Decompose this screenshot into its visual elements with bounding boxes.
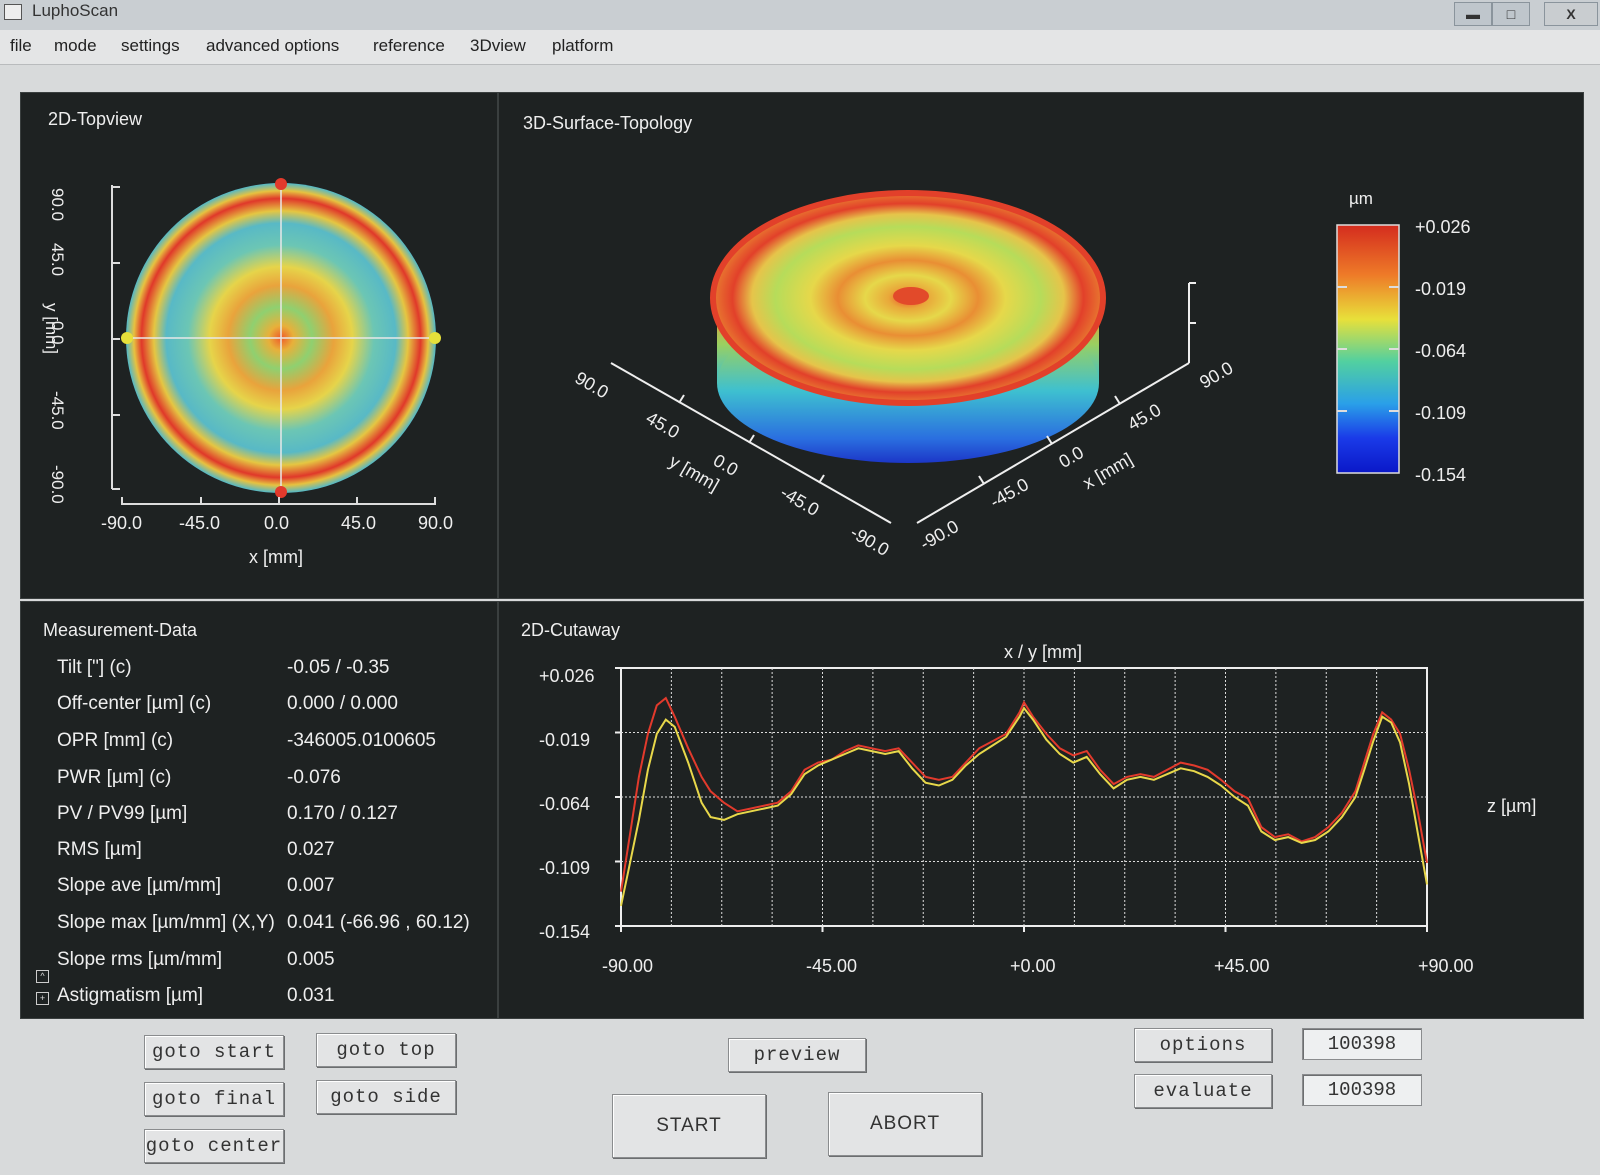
menu-mode[interactable]: mode <box>54 36 97 55</box>
goto-start-button[interactable]: goto start <box>144 1035 284 1069</box>
md-value: -0.05 / -0.35 <box>287 657 390 678</box>
evaluate-button[interactable]: evaluate <box>1134 1074 1272 1108</box>
menu-bar: file mode settings advanced options refe… <box>0 30 1600 65</box>
colorbar-tick: -0.109 <box>1415 403 1467 423</box>
topview-x-tick: -45.0 <box>179 513 221 533</box>
md-label: PWR [µm] (c) <box>57 767 172 788</box>
value-field-1[interactable]: 100398 <box>1302 1028 1422 1060</box>
topview-y-tick: 90.0 <box>48 188 67 222</box>
md-label: Tilt ["] (c) <box>57 657 132 678</box>
cutaway-title: 2D-Cutaway <box>521 620 621 640</box>
start-button[interactable]: START <box>612 1094 766 1158</box>
abort-button[interactable]: ABORT <box>828 1092 982 1156</box>
marker-right <box>429 332 441 344</box>
series-line-2 <box>620 706 1428 907</box>
colorbar-tick: +0.026 <box>1415 217 1471 237</box>
cutaway-chart <box>615 667 1428 932</box>
topview-y-tick: -90.0 <box>48 465 67 504</box>
cutaway-y-tick: -0.109 <box>539 858 591 878</box>
expand-icon[interactable]: + <box>36 992 49 1005</box>
topview-x-tick: 45.0 <box>341 513 377 533</box>
md-value: 0.041 (-66.96 , 60.12) <box>287 912 470 933</box>
marker-top <box>275 178 287 190</box>
cutaway-x-tick: +0.00 <box>1010 956 1056 976</box>
md-label: Off-center [µm] (c) <box>57 693 212 714</box>
cutaway-y-tick: +0.026 <box>539 666 595 686</box>
colorbar-tick: -0.154 <box>1415 465 1467 485</box>
minimize-button[interactable]: ▬ <box>1454 2 1492 26</box>
topview-x-tick: 0.0 <box>264 513 290 533</box>
md-label: Slope ave [µm/mm] <box>57 875 222 896</box>
colorbar-tick: -0.019 <box>1415 279 1467 299</box>
goto-final-button[interactable]: goto final <box>144 1082 284 1116</box>
menu-reference[interactable]: reference <box>373 36 445 55</box>
cutaway-panel: 2D-Cutaway x / y [mm] z [µm] +0.026 -0.0… <box>498 601 1584 1019</box>
cutaway-y-tick: -0.154 <box>539 922 591 942</box>
cutaway-x-label: x / y [mm] <box>1004 642 1082 662</box>
cutaway-x-tick: +45.00 <box>1214 956 1270 976</box>
measurement-panel: Measurement-Data Tilt ["] (c) -0.05 / -0… <box>20 601 498 1019</box>
md-value: 0.005 <box>287 949 335 970</box>
surface3d-plot <box>610 190 1400 524</box>
topview-y-label: y [mm] <box>42 303 61 354</box>
cutaway-y-tick: -0.019 <box>539 730 591 750</box>
md-label: PV / PV99 [µm] <box>57 803 188 824</box>
menu-settings[interactable]: settings <box>121 36 180 55</box>
md-value: 0.170 / 0.127 <box>287 803 398 824</box>
colorbar <box>1336 224 1400 474</box>
title-bar: LuphoScan ▬ □ X <box>0 0 1600 30</box>
menu-3dview[interactable]: 3Dview <box>470 36 526 55</box>
surface3d-panel: 3D-Surface-Topology <box>498 92 1584 599</box>
menu-platform[interactable]: platform <box>552 36 614 55</box>
topview-x-label: x [mm] <box>249 547 303 567</box>
topview-y-tick: 45.0 <box>48 243 67 277</box>
md-label: Astigmatism [µm] <box>57 985 204 1006</box>
close-button[interactable]: X <box>1544 2 1598 26</box>
md-label: RMS [µm] <box>57 839 142 860</box>
topview-x-tick: 90.0 <box>418 513 454 533</box>
colorbar-tick: -0.064 <box>1415 341 1467 361</box>
menu-advanced-options[interactable]: advanced options <box>206 36 340 55</box>
goto-side-button[interactable]: goto side <box>316 1080 456 1114</box>
marker-bottom <box>275 486 287 498</box>
menu-file[interactable]: file <box>10 36 32 55</box>
app-icon <box>4 4 22 20</box>
cutaway-y-label: z [µm] <box>1487 796 1537 816</box>
value-field-2[interactable]: 100398 <box>1302 1074 1422 1106</box>
md-value: 0.031 <box>287 985 335 1006</box>
cutaway-x-tick: -45.00 <box>806 956 858 976</box>
cutaway-x-tick: +90.00 <box>1418 956 1474 976</box>
goto-top-button[interactable]: goto top <box>316 1033 456 1067</box>
md-value: 0.000 / 0.000 <box>287 693 398 714</box>
md-label: Slope rms [µm/mm] <box>57 949 223 970</box>
md-value: 0.007 <box>287 875 335 896</box>
measurement-title: Measurement-Data <box>43 620 198 640</box>
collapse-icon[interactable]: ^ <box>36 970 49 983</box>
md-label: OPR [mm] (c) <box>57 730 174 751</box>
colorbar-unit: µm <box>1349 189 1373 208</box>
goto-center-button[interactable]: goto center <box>144 1129 284 1163</box>
topview-x-tick: -90.0 <box>101 513 143 533</box>
md-value: 0.027 <box>287 839 335 860</box>
marker-left <box>121 332 133 344</box>
surface3d-title: 3D-Surface-Topology <box>523 113 693 133</box>
series-line-1 <box>620 696 1428 892</box>
md-label: Slope max [µm/mm] (X,Y) <box>57 912 275 933</box>
maximize-button[interactable]: □ <box>1492 2 1530 26</box>
topview-panel: 2D-Topview <box>20 92 498 599</box>
options-button[interactable]: options <box>1134 1028 1272 1062</box>
md-value: -346005.0100605 <box>287 730 436 751</box>
preview-button[interactable]: preview <box>728 1038 866 1072</box>
cutaway-y-tick: -0.064 <box>539 794 591 814</box>
window-title: LuphoScan <box>32 1 119 20</box>
topview-title: 2D-Topview <box>48 109 143 129</box>
topview-plot <box>111 178 441 505</box>
cutaway-x-tick: -90.00 <box>602 956 654 976</box>
topview-y-tick: -45.0 <box>48 391 67 430</box>
md-value: -0.076 <box>287 767 341 788</box>
